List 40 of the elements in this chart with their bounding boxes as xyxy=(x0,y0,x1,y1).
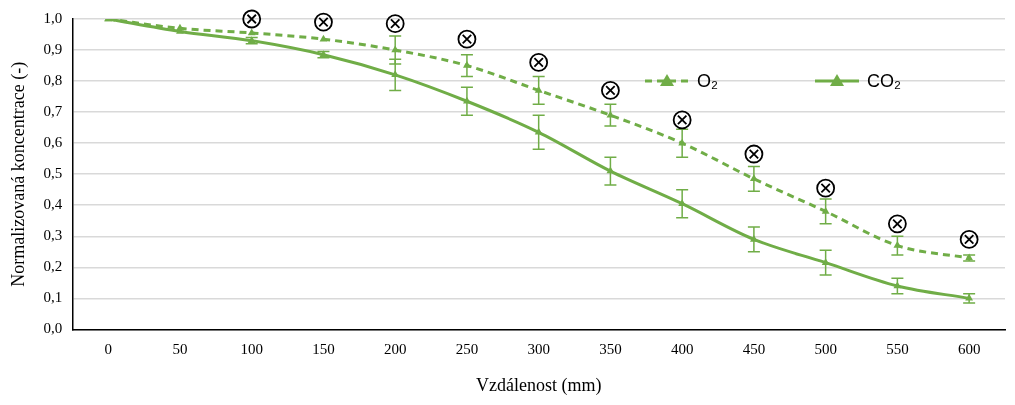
point xyxy=(529,53,549,72)
y-tick-label: 0,3 xyxy=(43,227,63,244)
point xyxy=(672,110,692,130)
x-axis-title: Vzdálenost (mm) xyxy=(475,374,602,396)
point xyxy=(385,14,405,34)
x-tick-label: 150 xyxy=(312,341,335,358)
x-tick-label: 550 xyxy=(886,341,909,358)
y-tick-label: 0,0 xyxy=(43,320,63,337)
y-tick-label: 0,7 xyxy=(43,103,63,120)
y-tick-label: 0,5 xyxy=(43,165,63,182)
x-tick-label: 50 xyxy=(172,341,188,358)
x-tick-label: 0 xyxy=(104,341,112,358)
y-tick-label: 1,0 xyxy=(43,9,63,26)
y-tick-label: 0,6 xyxy=(43,134,63,151)
y-tick-label: 0,2 xyxy=(43,258,63,275)
x-tick-label: 300 xyxy=(527,341,550,358)
y-axis-title: Normalizovaná koncentrace (-) xyxy=(7,61,29,287)
point xyxy=(314,12,333,32)
point xyxy=(959,229,979,249)
point xyxy=(744,144,764,164)
point xyxy=(247,28,256,36)
point xyxy=(457,29,477,49)
point xyxy=(887,214,907,234)
y-tick-label: 0,8 xyxy=(43,72,63,89)
x-tick-label: 100 xyxy=(240,341,263,358)
x-tick-label: 350 xyxy=(599,341,622,358)
y-tick-label: 0,9 xyxy=(43,40,63,57)
y-tick-label: 0,1 xyxy=(43,289,63,306)
point xyxy=(601,80,620,100)
x-tick-label: 400 xyxy=(670,341,694,358)
point xyxy=(816,178,836,198)
legend-label: O₂ xyxy=(697,71,718,92)
x-tick-label: 500 xyxy=(814,341,837,358)
legend-label: CO₂ xyxy=(867,71,901,92)
y-tick-label: 0,4 xyxy=(43,196,63,213)
x-tick-label: 250 xyxy=(455,341,479,358)
x-tick-label: 450 xyxy=(742,341,766,358)
x-tick-label: 600 xyxy=(957,341,981,358)
point xyxy=(242,9,262,29)
x-tick-label: 200 xyxy=(383,341,407,358)
